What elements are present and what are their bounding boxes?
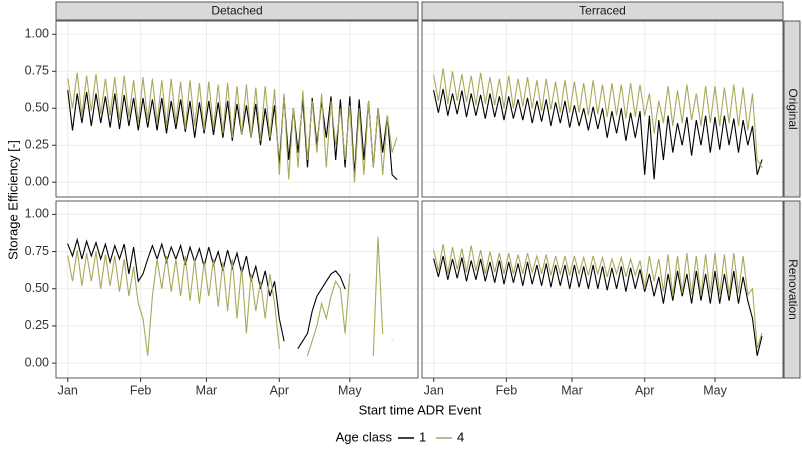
panel-border xyxy=(421,200,784,379)
row-strip xyxy=(783,20,801,198)
y-axis-label: Storage Efficiency [-] xyxy=(5,140,20,260)
column-strip xyxy=(55,1,419,21)
column-strip-label: Detached xyxy=(211,4,262,18)
series-line xyxy=(372,236,384,357)
panel-background xyxy=(422,201,783,378)
series-line xyxy=(433,88,763,180)
x-tick-label: May xyxy=(338,383,362,397)
row-strip xyxy=(783,200,801,379)
column-strip xyxy=(421,1,784,21)
panel-border xyxy=(55,200,419,379)
panel-border xyxy=(55,20,419,198)
y-tick-label: 0.50 xyxy=(25,281,49,295)
series-line xyxy=(433,68,763,168)
series-line xyxy=(433,255,763,356)
x-tick-label: Jan xyxy=(424,383,444,397)
y-tick-label: 0.75 xyxy=(25,244,49,258)
series-line xyxy=(297,270,346,349)
x-tick-label: Mar xyxy=(561,383,583,397)
y-tick-label: 0.25 xyxy=(25,318,49,332)
y-tick-label: 1.00 xyxy=(25,207,49,221)
legend-label: 4 xyxy=(457,429,464,444)
x-tick-label: Apr xyxy=(635,383,654,397)
panel-background xyxy=(56,201,418,378)
x-tick-label: Feb xyxy=(496,383,518,397)
y-tick-label: 0.25 xyxy=(25,138,49,152)
series-line xyxy=(67,250,280,356)
legend-title: Age class xyxy=(336,429,393,444)
y-tick-label: 0.75 xyxy=(25,64,49,78)
x-tick-label: Feb xyxy=(130,383,152,397)
row-strip-label: Original xyxy=(786,88,800,129)
y-tick-label: 0.50 xyxy=(25,101,49,115)
series-line xyxy=(67,72,398,183)
y-tick-label: 0.00 xyxy=(25,355,49,369)
series-line xyxy=(433,244,763,349)
legend-label: 1 xyxy=(419,429,426,444)
row-strip-label: Renovation xyxy=(786,259,800,320)
series-line xyxy=(306,273,351,357)
x-tick-label: Jan xyxy=(58,383,78,397)
x-tick-label: Apr xyxy=(270,383,289,397)
y-tick-label: 0.00 xyxy=(25,175,49,189)
y-tick-label: 1.00 xyxy=(25,27,49,41)
x-tick-label: Mar xyxy=(196,383,218,397)
x-tick-label: May xyxy=(703,383,727,397)
column-strip-label: Terraced xyxy=(579,4,626,18)
panel-border xyxy=(421,20,784,198)
x-axis-label: Start time ADR Event xyxy=(359,402,482,417)
